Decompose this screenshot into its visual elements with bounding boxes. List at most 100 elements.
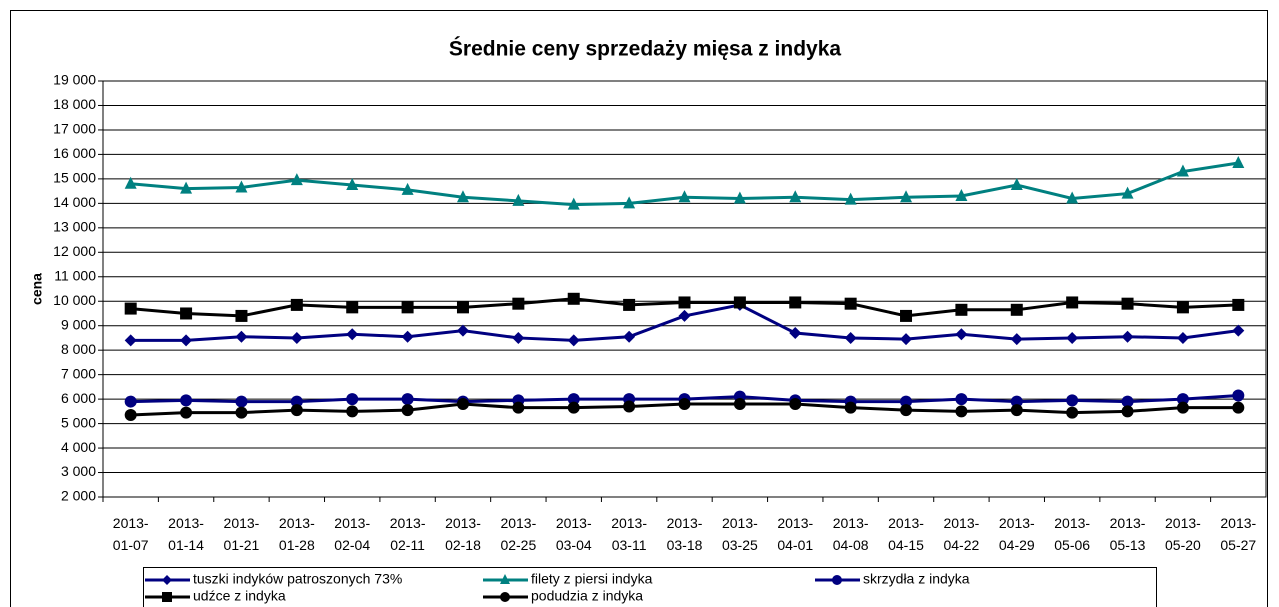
marker bbox=[346, 393, 359, 406]
y-tick-label: 13 000 bbox=[53, 219, 96, 235]
x-tick-label: 2013-04-29 bbox=[999, 515, 1035, 553]
legend-marker bbox=[162, 592, 172, 602]
y-tick-label: 12 000 bbox=[53, 243, 96, 259]
marker bbox=[900, 309, 913, 322]
marker bbox=[290, 298, 303, 311]
x-tick-label: 2013-05-06 bbox=[1054, 515, 1090, 553]
y-tick-label: 10 000 bbox=[53, 292, 96, 308]
marker bbox=[955, 328, 968, 341]
marker bbox=[955, 405, 968, 418]
marker bbox=[124, 395, 137, 408]
y-tick-label: 16 000 bbox=[53, 145, 96, 161]
marker bbox=[900, 190, 913, 203]
marker bbox=[512, 193, 525, 206]
legend-marker bbox=[500, 592, 510, 602]
marker bbox=[1066, 406, 1079, 419]
x-tick-label: 2013-01-28 bbox=[279, 515, 315, 553]
marker bbox=[1232, 155, 1245, 168]
marker bbox=[789, 190, 802, 203]
marker bbox=[500, 592, 510, 602]
chart-title: Średnie ceny sprzedaży mięsa z indyka bbox=[449, 37, 842, 61]
chart-frame bbox=[10, 10, 1268, 607]
marker bbox=[1121, 395, 1134, 408]
marker bbox=[1066, 331, 1079, 344]
marker bbox=[1010, 404, 1023, 417]
marker bbox=[567, 197, 580, 210]
marker bbox=[1066, 296, 1079, 309]
marker bbox=[1232, 401, 1245, 414]
marker bbox=[832, 575, 842, 585]
marker bbox=[567, 334, 580, 347]
x-tick-label: 2013-03-11 bbox=[611, 515, 647, 553]
marker bbox=[1176, 164, 1189, 177]
marker bbox=[456, 398, 469, 411]
marker bbox=[1121, 186, 1134, 199]
marker bbox=[844, 401, 857, 414]
x-tick-label: 2013-05-13 bbox=[1110, 515, 1146, 553]
marker bbox=[678, 309, 691, 322]
y-tick-label: 9 000 bbox=[61, 316, 96, 332]
marker bbox=[346, 178, 359, 190]
marker bbox=[401, 404, 414, 417]
legend-label: skrzydła z indyka bbox=[863, 571, 970, 587]
x-tick-label: 2013-02-25 bbox=[500, 515, 536, 553]
marker bbox=[500, 574, 510, 584]
x-tick-label: 2013-03-04 bbox=[556, 515, 592, 553]
marker bbox=[844, 297, 857, 310]
marker bbox=[789, 296, 802, 309]
marker bbox=[512, 331, 525, 344]
marker bbox=[124, 334, 137, 347]
x-tick-label: 2013-02-04 bbox=[334, 515, 370, 553]
x-tick-label: 2013-04-15 bbox=[888, 515, 924, 553]
marker bbox=[844, 192, 857, 205]
marker bbox=[1176, 301, 1189, 314]
marker bbox=[1010, 303, 1023, 316]
marker bbox=[512, 297, 525, 310]
marker bbox=[1066, 191, 1079, 204]
marker bbox=[456, 190, 469, 203]
y-tick-label: 17 000 bbox=[53, 121, 96, 137]
y-tick-label: 14 000 bbox=[53, 194, 96, 210]
marker bbox=[124, 176, 137, 189]
y-tick-label: 11 000 bbox=[54, 267, 96, 283]
x-tick-label: 2013-01-07 bbox=[113, 515, 149, 553]
y-tick-label: 5 000 bbox=[61, 414, 96, 430]
marker bbox=[1121, 297, 1134, 310]
marker bbox=[623, 298, 636, 311]
y-tick-label: 15 000 bbox=[53, 170, 96, 186]
x-tick-label: 2013-03-18 bbox=[667, 515, 703, 553]
marker bbox=[512, 401, 525, 414]
x-tick-label: 2013-03-25 bbox=[722, 515, 758, 553]
marker bbox=[733, 398, 746, 411]
marker bbox=[180, 406, 193, 419]
y-tick-label: 3 000 bbox=[61, 463, 96, 479]
y-tick-label: 8 000 bbox=[61, 341, 96, 357]
legend-box bbox=[143, 567, 1157, 607]
marker bbox=[1010, 333, 1023, 346]
marker bbox=[789, 398, 802, 411]
marker bbox=[1176, 393, 1189, 406]
marker bbox=[346, 328, 359, 341]
marker bbox=[900, 395, 913, 408]
legend-label: tuszki indyków patroszonych 73% bbox=[193, 571, 402, 587]
marker bbox=[1010, 178, 1023, 190]
legend-marker bbox=[832, 575, 842, 585]
marker bbox=[1121, 330, 1134, 343]
marker bbox=[678, 398, 691, 411]
marker bbox=[623, 330, 636, 343]
marker bbox=[235, 395, 248, 408]
marker bbox=[955, 303, 968, 316]
marker bbox=[124, 302, 137, 315]
legend-marker bbox=[162, 575, 172, 585]
marker bbox=[789, 327, 802, 340]
marker bbox=[162, 575, 172, 585]
marker bbox=[180, 334, 193, 347]
marker bbox=[456, 324, 469, 337]
marker bbox=[678, 190, 691, 203]
marker bbox=[1066, 394, 1079, 407]
marker bbox=[401, 393, 414, 406]
y-tick-label: 19 000 bbox=[53, 72, 96, 88]
marker bbox=[567, 292, 580, 305]
marker bbox=[235, 406, 248, 419]
